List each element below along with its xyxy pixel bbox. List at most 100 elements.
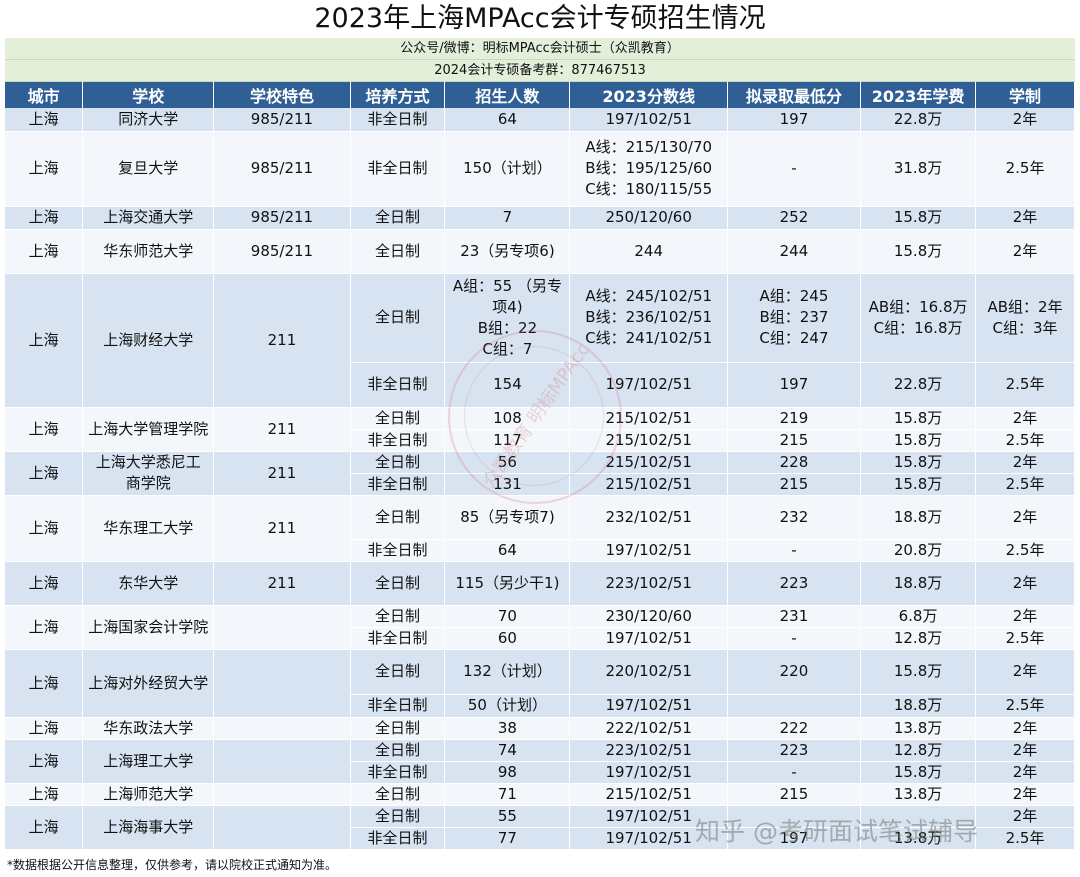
tuition-cell: 22.8万 (860, 362, 977, 408)
header-quota: 招生人数 (444, 82, 571, 108)
city-cell: 上海 (5, 131, 84, 207)
school-name-cell: 复旦大学 (82, 131, 215, 207)
min-score-cell: 197 (727, 827, 862, 850)
city-cell: 上海 (5, 495, 84, 562)
quota-cell: 50（计划） (444, 694, 571, 718)
mode-cell: 非全日制 (350, 539, 446, 562)
quota-cell: 55 (444, 805, 571, 828)
quota-cell: 70 (444, 605, 571, 628)
school-name-cell: 华东政法大学 (82, 717, 215, 740)
min-score-cell: 252 (727, 206, 862, 230)
table-row: 非全日制 77 197/102/51 197 13.8万 2.5年 (5, 827, 1075, 850)
score-line-cell: A线：245/102/51 B线：236/102/51 C线：241/102/5… (569, 273, 728, 363)
duration-cell: 2.5年 (975, 473, 1075, 496)
min-score-cell: 222 (727, 717, 862, 740)
mode-cell: 全日制 (350, 495, 446, 540)
school-name-cell: 上海财经大学 (82, 273, 215, 408)
min-score-cell: 215 (727, 783, 862, 806)
score-line-cell: 244 (569, 229, 728, 274)
city-cell: 上海 (5, 717, 84, 740)
quota-cell: 108 (444, 407, 571, 430)
quota-cell: 77 (444, 827, 571, 850)
table-row: 上海 华东师范大学 985/211 全日制 23（另专项6) 244 244 15.8万 2年 (5, 229, 1075, 274)
min-score-cell: 223 (727, 739, 862, 762)
tuition-cell: 18.8万 (860, 694, 977, 718)
mode-cell: 全日制 (350, 451, 446, 474)
school-name-cell: 华东理工大学 (82, 495, 215, 562)
table-row: 上海 上海对外经贸大学 全日制 132（计划） 220/102/51 220 15.8万 2年 (5, 649, 1075, 718)
duration-cell: 2年 (975, 717, 1075, 740)
subtitle-group: 2024会计专硕备考群：877467513 (5, 60, 1075, 82)
mode-cell: 非全日制 (350, 362, 446, 408)
table-row: 上海 东华大学 211 全日制 115（另少干1) 223/102/51 223 18.8万 2… (5, 561, 1075, 606)
table-row: 非全日制 154 197/102/51 197 22.8万 2.5年 (5, 362, 1075, 408)
duration-cell: 2.5年 (975, 627, 1075, 650)
min-score-cell (727, 805, 862, 828)
duration-cell: 2年 (975, 206, 1075, 230)
page-title: 2023年上海MPAcc会计专硕招生情况 (314, 3, 766, 34)
min-score-cell: 228 (727, 451, 862, 474)
city-cell: 上海 (5, 805, 84, 850)
mode-cell: 全日制 (350, 407, 446, 430)
city-cell: 上海 (5, 407, 84, 452)
city-cell: 上海 (5, 649, 84, 718)
school-tag-cell (213, 649, 351, 718)
table-row: 上海 上海理工大学 全日制 74 223/102/51 223 12.8万 2年 (5, 739, 1075, 784)
score-line-cell: 197/102/51 (569, 805, 728, 828)
mode-cell: 全日制 (350, 605, 446, 628)
duration-cell: 2.5年 (975, 539, 1075, 562)
score-line-cell: 250/120/60 (569, 206, 728, 230)
min-score-cell: A组：245 B组：237 C组：247 (727, 273, 862, 363)
quota-cell: 115（另少干1) (444, 561, 571, 606)
mode-cell: 全日制 (350, 229, 446, 274)
tuition-cell: 18.8万 (860, 495, 977, 540)
quota-cell: 71 (444, 783, 571, 806)
min-score-cell (727, 694, 862, 718)
header-school: 学校 (82, 82, 215, 108)
score-line-cell: 223/102/51 (569, 561, 728, 606)
city-cell: 上海 (5, 783, 84, 806)
school-tag-cell: 211 (213, 407, 351, 452)
quota-cell: 150（计划） (444, 131, 571, 207)
duration-cell: 2年 (975, 561, 1075, 606)
school-tag-cell: 211 (213, 495, 351, 562)
duration-cell: 2年 (975, 108, 1075, 132)
school-name-cell: 上海海事大学 (82, 805, 215, 850)
table-row: 上海 同济大学 985/211 非全日制 64 197/102/51 197 22.8万 2年 (5, 108, 1075, 132)
mode-cell: 非全日制 (350, 429, 446, 452)
score-line-cell: 197/102/51 (569, 627, 728, 650)
header-city: 城市 (5, 82, 84, 108)
min-score-cell: 232 (727, 495, 862, 540)
quota-cell: 117 (444, 429, 571, 452)
school-tag-cell (213, 783, 351, 806)
tuition-cell: 15.8万 (860, 473, 977, 496)
tuition-cell: 20.8万 (860, 539, 977, 562)
duration-cell: 2年 (975, 451, 1075, 474)
city-cell: 上海 (5, 108, 84, 132)
admissions-table: 城市 学校 学校特色 培养方式 招生人数 2023分数线 拟录取最低分 2023… (5, 82, 1075, 850)
mode-cell: 非全日制 (350, 827, 446, 850)
school-name-cell: 上海对外经贸大学 (82, 649, 215, 718)
school-name-cell: 上海大学管理学院 (82, 407, 215, 452)
header-tuition: 2023年学费 (860, 82, 977, 108)
score-line-cell: 197/102/51 (569, 761, 728, 784)
min-score-cell: 231 (727, 605, 862, 628)
school-name-cell: 上海大学悉尼工 商学院 (82, 451, 215, 496)
duration-cell: 2年 (975, 739, 1075, 762)
score-line-cell: 197/102/51 (569, 108, 728, 132)
mode-cell: 非全日制 (350, 131, 446, 207)
table-row: 上海 华东政法大学 全日制 38 222/102/51 222 13.8万 2年 (5, 717, 1075, 740)
quota-cell: 23（另专项6) (444, 229, 571, 274)
score-line-cell: 215/102/51 (569, 783, 728, 806)
score-line-cell: 230/120/60 (569, 605, 728, 628)
quota-cell: 85（另专项7) (444, 495, 571, 540)
city-cell: 上海 (5, 229, 84, 274)
mode-cell: 全日制 (350, 649, 446, 695)
city-cell: 上海 (5, 739, 84, 784)
school-tag-cell: 985/211 (213, 206, 351, 230)
tuition-cell: 15.8万 (860, 407, 977, 430)
tuition-cell: 31.8万 (860, 131, 977, 207)
school-tag-cell: 985/211 (213, 108, 351, 132)
tuition-cell: 13.8万 (860, 717, 977, 740)
tuition-cell: 6.8万 (860, 605, 977, 628)
